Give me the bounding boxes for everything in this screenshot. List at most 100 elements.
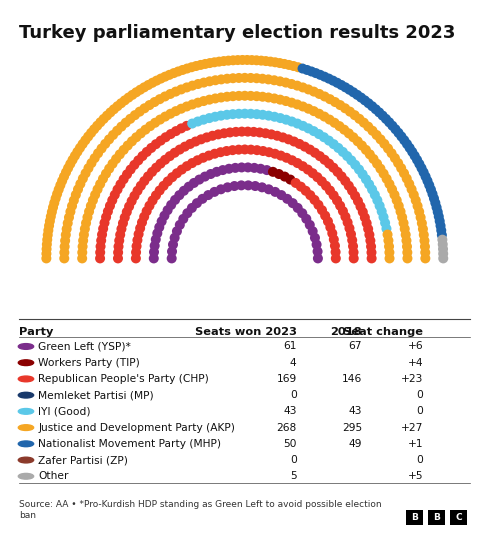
Point [380,170,387,178]
Point [133,236,141,244]
Circle shape [18,441,34,447]
Point [171,233,179,242]
Point [346,224,353,233]
Point [211,58,218,66]
Point [368,185,376,194]
Point [331,118,338,127]
Point [287,175,294,184]
Circle shape [18,360,34,365]
Point [318,206,326,215]
Point [114,102,121,111]
Point [197,135,205,143]
Point [68,202,76,210]
Point [118,225,125,233]
Point [271,58,279,66]
Point [336,202,344,210]
Point [136,86,144,94]
Point [223,147,230,155]
Point [331,98,339,106]
Point [285,60,293,69]
Point [315,110,323,118]
Point [321,92,328,101]
Point [339,207,347,216]
Point [149,196,156,205]
Point [333,79,341,87]
Point [108,159,116,168]
Point [224,183,231,192]
Point [44,231,51,239]
Point [308,67,315,76]
Text: 43: 43 [348,407,362,416]
Point [376,202,384,210]
Point [140,212,148,221]
Point [281,172,288,181]
Point [238,181,245,189]
Point [342,212,349,221]
Point [146,122,154,131]
Point [408,148,416,156]
Text: Party: Party [19,326,54,337]
Point [326,186,334,195]
Point [349,242,357,250]
Point [253,146,261,155]
Point [293,100,301,109]
Point [400,219,408,227]
Point [76,143,84,152]
Point [325,74,333,83]
Point [248,56,256,64]
Point [161,112,169,121]
Point [384,144,392,153]
Point [147,144,155,152]
Point [104,207,112,216]
Point [336,101,344,109]
Point [253,92,261,101]
Point [310,87,318,96]
Point [422,172,430,181]
Point [167,130,175,139]
Point [314,201,322,209]
Point [275,170,283,178]
Point [144,81,152,89]
Point [220,129,228,137]
Point [135,230,143,239]
Point [294,159,301,167]
Point [259,111,266,119]
Point [238,127,246,136]
Point [172,127,180,135]
Point [314,247,322,256]
Point [235,74,243,82]
Point [396,207,404,216]
Point [185,182,192,191]
Point [356,114,363,123]
Point [43,249,50,258]
Circle shape [18,392,34,398]
Point [368,254,375,263]
Point [201,172,209,181]
Point [330,191,337,200]
Point [178,165,186,174]
Point [368,248,375,257]
Point [205,114,213,123]
Point [373,159,381,168]
Point [161,211,168,220]
Point [139,152,146,160]
Point [179,66,186,74]
Point [158,217,166,226]
Point [437,226,445,235]
Point [223,111,231,119]
Point [383,224,390,233]
Point [315,90,323,98]
Point [190,179,198,187]
Point [96,118,104,127]
Point [439,240,446,249]
Point [345,181,353,190]
Point [401,225,408,233]
Point [142,125,149,134]
Point [211,94,219,103]
Point [385,118,393,127]
Point [247,74,254,82]
Point [99,224,107,233]
Point [366,231,373,239]
Point [99,174,107,183]
Point [348,187,356,195]
